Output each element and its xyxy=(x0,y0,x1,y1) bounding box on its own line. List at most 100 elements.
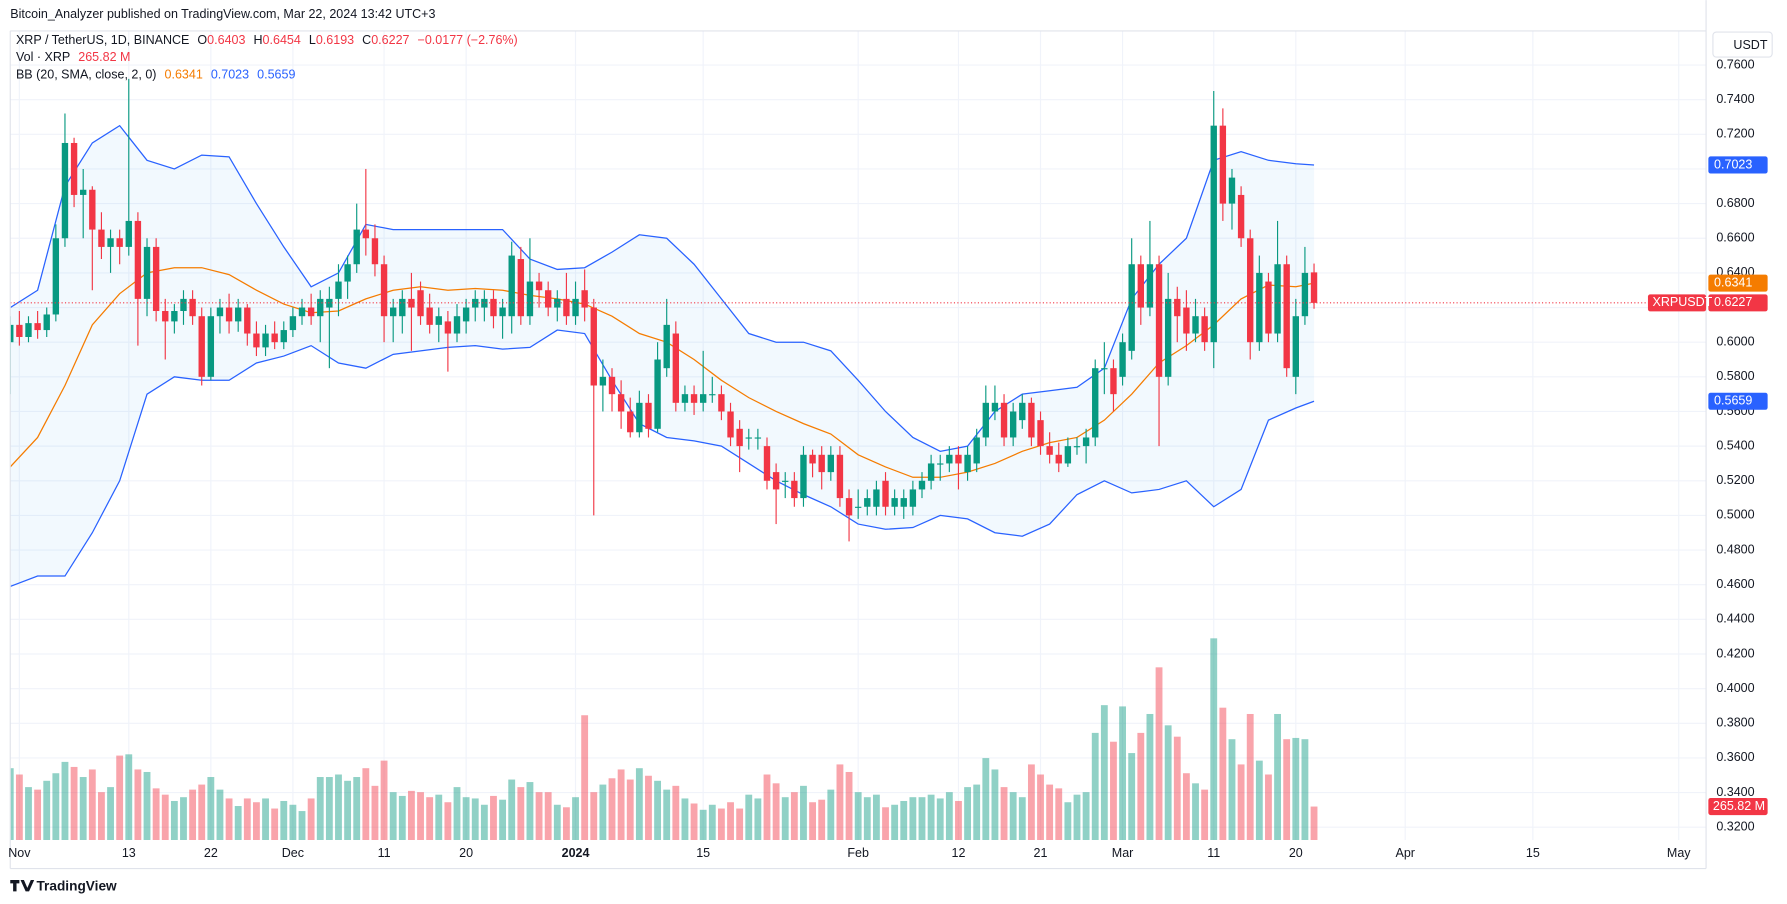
volume-bar xyxy=(253,802,260,841)
volume-bar xyxy=(1265,774,1272,841)
candle-body xyxy=(1055,454,1062,464)
volume-bar xyxy=(727,802,734,841)
volume-bar xyxy=(408,790,415,841)
volume-bar xyxy=(863,797,871,841)
volume-bar xyxy=(25,787,32,841)
currency-box[interactable] xyxy=(1712,31,1773,58)
candle-body xyxy=(234,307,242,322)
volume-bar xyxy=(353,777,361,841)
x-tick-label: May xyxy=(1667,846,1691,860)
bb-fill xyxy=(10,125,1315,587)
candle-body xyxy=(727,411,734,438)
volume-bar xyxy=(43,780,51,841)
volume-bar xyxy=(98,792,105,841)
volume-value: 265.82 M xyxy=(78,51,130,65)
y-tick-label: 0.6600 xyxy=(1716,231,1754,245)
candle-body xyxy=(1119,342,1126,377)
volume-bar xyxy=(909,797,917,841)
volume-bar xyxy=(1018,797,1026,841)
candle-body xyxy=(1064,446,1072,464)
volume-bar xyxy=(152,788,160,841)
bb-middle-badge-label: 0.6341 xyxy=(1714,275,1752,289)
volume-bar xyxy=(736,808,744,841)
y-tick-label: 0.5000 xyxy=(1716,508,1754,522)
volume-bar xyxy=(380,760,388,841)
bb-lower-badge xyxy=(1708,392,1768,410)
volume-bar xyxy=(663,789,671,841)
volume-bar xyxy=(1228,739,1236,841)
candle-body xyxy=(882,480,889,507)
volume-bar xyxy=(790,792,798,841)
volume-bar xyxy=(371,785,379,841)
plot-area xyxy=(10,78,1707,841)
volume-bar xyxy=(1182,773,1190,841)
volume-bar xyxy=(1000,787,1008,841)
volume-bar xyxy=(271,808,279,841)
volume-bar xyxy=(572,797,579,841)
volume-bar xyxy=(1164,725,1172,841)
candle-body xyxy=(973,437,980,464)
candle-body xyxy=(636,402,643,433)
open-label: O xyxy=(197,33,207,47)
x-tick-label: Nov xyxy=(8,846,31,860)
volume-bar xyxy=(134,769,142,841)
x-tick-label: 22 xyxy=(204,846,218,860)
candle-body xyxy=(253,333,260,348)
volume-bar xyxy=(225,798,233,841)
volume-bar xyxy=(882,807,889,841)
candle-body xyxy=(599,376,607,386)
publisher: Bitcoin_Analyzer published on TradingVie… xyxy=(10,7,435,21)
volume-bar xyxy=(964,787,971,841)
candle-body xyxy=(444,321,452,334)
candle-body xyxy=(1192,316,1199,334)
x-tick-label: Dec xyxy=(282,846,304,860)
candle-body xyxy=(535,281,543,291)
candle-body xyxy=(1128,264,1135,351)
last-price-badge-label: 0.6227 xyxy=(1714,295,1752,309)
volume-bar xyxy=(936,798,944,841)
volume-bar xyxy=(581,715,589,841)
candle-body xyxy=(1174,298,1181,317)
volume-bar xyxy=(325,777,333,841)
volume-bar xyxy=(699,809,707,841)
candle-body xyxy=(508,255,515,317)
volume-bar xyxy=(289,804,297,841)
x-tick-label: Apr xyxy=(1395,846,1414,860)
volume-badge xyxy=(1708,797,1768,816)
candle-body xyxy=(481,298,488,308)
volume-bar xyxy=(544,792,552,841)
candle-body xyxy=(98,229,105,247)
x-tick-label: Feb xyxy=(847,846,869,860)
volume-bar xyxy=(1064,802,1072,841)
volume-bar xyxy=(389,792,397,841)
candle-body xyxy=(426,307,433,325)
volume-bar xyxy=(1100,705,1108,841)
candle-body xyxy=(891,498,898,507)
close-label: C xyxy=(362,33,371,47)
candle-body xyxy=(1009,411,1017,438)
candle-body xyxy=(1110,368,1117,395)
volume-bar xyxy=(754,798,762,841)
candle-body xyxy=(681,394,689,403)
volume-bar xyxy=(845,771,853,841)
y-tick-label: 0.4600 xyxy=(1716,577,1754,591)
volume-bar xyxy=(499,799,507,841)
currency[interactable]: USDT xyxy=(1733,38,1767,52)
candle-body xyxy=(818,454,825,473)
y-tick-label: 0.3600 xyxy=(1716,750,1754,764)
volume-bar xyxy=(216,789,224,841)
change: −0.0177 (−2.76%) xyxy=(418,33,518,47)
y-tick-label: 0.7200 xyxy=(1716,127,1754,141)
volume-bar xyxy=(635,768,643,841)
candle-body xyxy=(389,307,397,317)
volume-bar xyxy=(52,773,60,841)
candle-body xyxy=(143,246,151,299)
volume-bar xyxy=(617,769,625,841)
volume-bar xyxy=(1292,737,1300,841)
y-tick-label: 0.5400 xyxy=(1716,438,1754,452)
volume-bar xyxy=(1119,706,1126,841)
y-tick-label: 0.7600 xyxy=(1716,57,1754,71)
